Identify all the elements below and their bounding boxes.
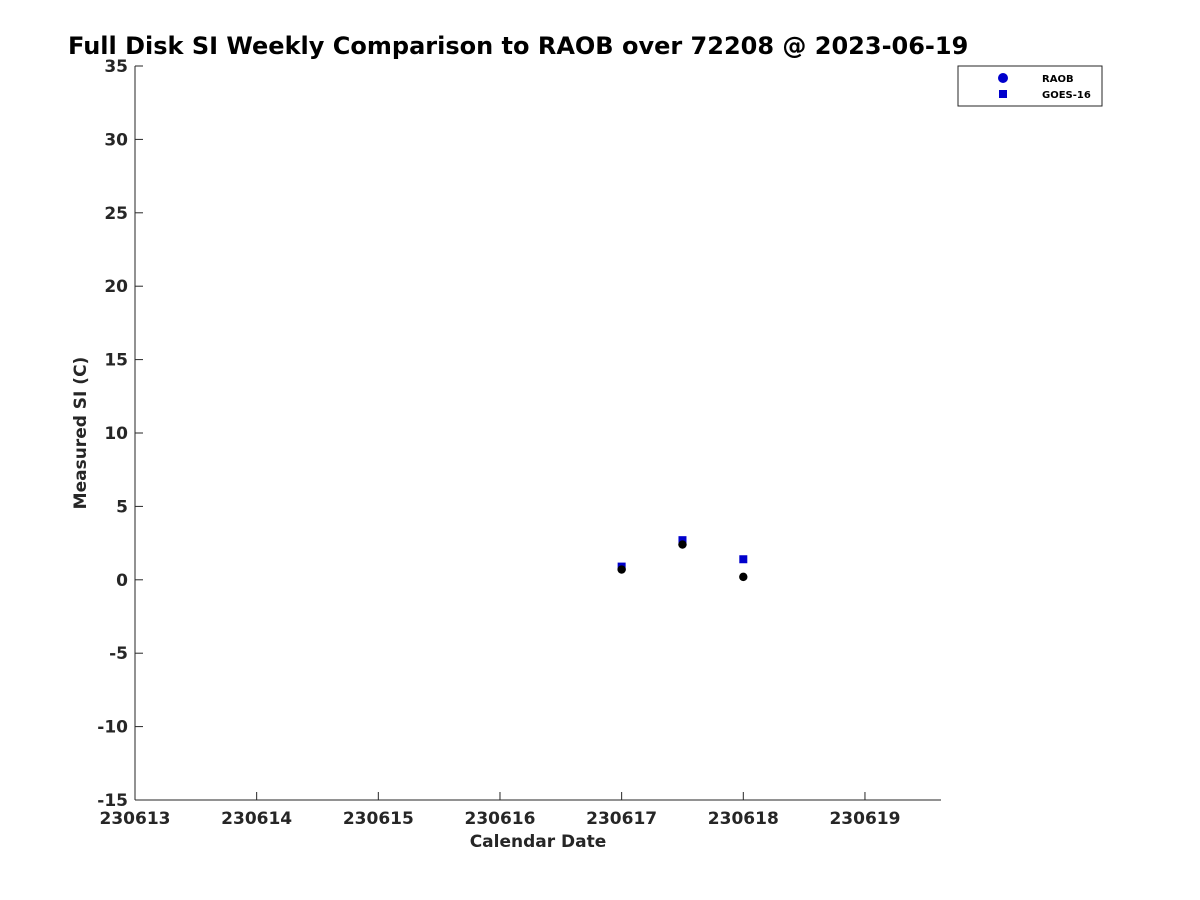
y-tick-label: -5 [109, 644, 128, 664]
plot-area [134, 66, 941, 801]
y-tick-label: 5 [116, 497, 128, 517]
x-tick-label: 230619 [829, 809, 900, 829]
raob-point [739, 572, 748, 582]
goes16-point [739, 555, 748, 564]
x-tick-label: 230616 [464, 809, 535, 829]
legend-label: RAOB [1042, 74, 1074, 85]
y-tick-label: -10 [97, 718, 128, 738]
goes16-point [678, 536, 687, 545]
data-points [617, 536, 748, 582]
x-tick-label: 230613 [100, 809, 171, 829]
y-tick-label: 10 [104, 424, 128, 444]
x-axis: 230613 230614 230615 230616 230617 230618 2306… [100, 792, 900, 829]
y-tick-label: 35 [104, 57, 128, 77]
y-tick-label: 30 [104, 130, 128, 150]
raob-point [617, 565, 626, 574]
y-tick-label: 20 [104, 277, 128, 297]
y-tick-label: 0 [116, 571, 128, 591]
legend-marker-raob [998, 73, 1008, 83]
y-axis-label: Measured SI (C) [71, 357, 91, 510]
chart-title: Full Disk SI Weekly Comparison to RAOB o… [68, 32, 968, 60]
y-tick-label: -15 [97, 791, 128, 811]
x-tick-label: 230614 [221, 809, 292, 829]
x-tick-label: 230615 [343, 809, 414, 829]
x-tick-label: 230617 [586, 809, 657, 829]
x-tick-label: 230618 [708, 809, 779, 829]
legend-label: GOES-16 [1042, 90, 1091, 101]
y-axis: -15 -10 -5 0 5 10 15 20 25 30 35 [97, 57, 143, 811]
y-tick-label: 25 [104, 204, 128, 224]
raob-point [678, 540, 687, 549]
legend: RAOB GOES-16 [957, 65, 1103, 107]
legend-box [957, 65, 1103, 107]
x-axis-label: Calendar Date [470, 832, 607, 852]
y-tick-label: 15 [104, 351, 128, 371]
legend-marker-goes16 [999, 90, 1007, 98]
